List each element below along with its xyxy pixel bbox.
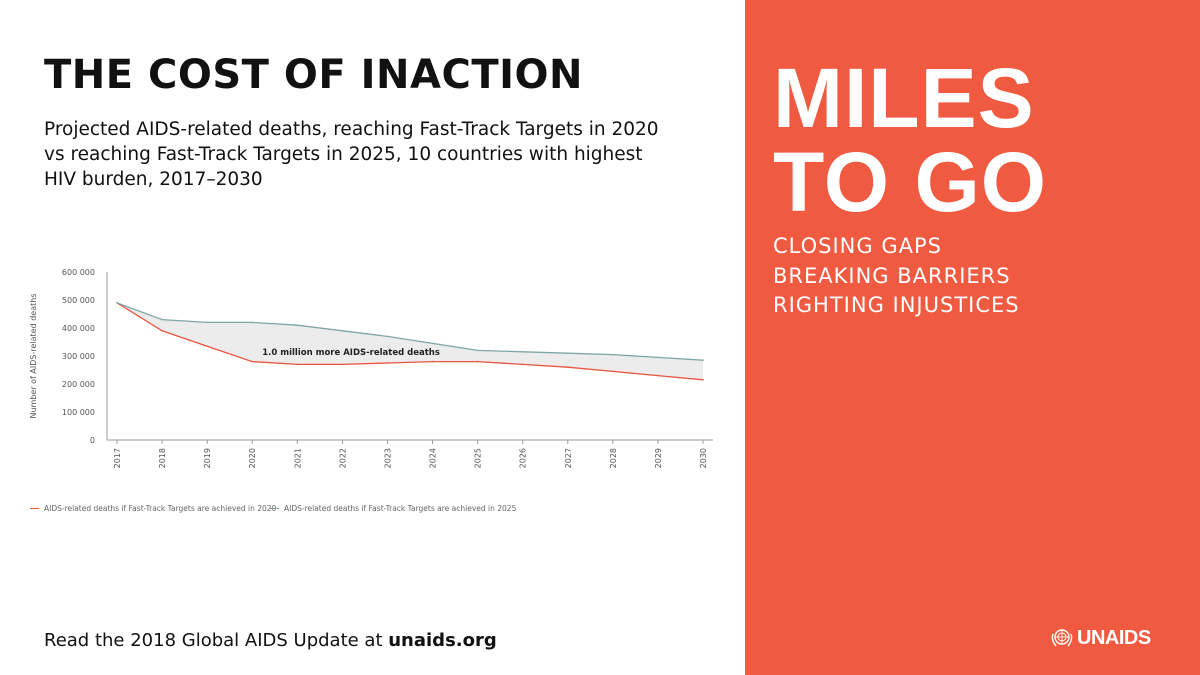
data-point-2020	[612, 370, 614, 373]
miles-to-go-banner: MILES TO GO CLOSING GAPS BREAKING BARRIE…	[745, 0, 1200, 675]
data-point-2025	[431, 342, 434, 345]
un-emblem-icon	[1051, 629, 1073, 647]
x-tick-label: 2029	[654, 448, 663, 468]
y-tick-label: 200 000	[62, 380, 95, 389]
logo-wordmark: UNAIDS	[1077, 626, 1151, 649]
x-tick-label: 2030	[699, 448, 708, 468]
gap-area	[117, 302, 703, 380]
data-point-2025	[657, 356, 659, 359]
tagline-3: RIGHTING INJUSTICES	[773, 293, 1020, 317]
unaids-link[interactable]: unaids.org	[388, 630, 497, 651]
x-tick-label: 2021	[293, 448, 302, 468]
data-point-2020	[476, 360, 479, 363]
data-point-2020	[386, 362, 389, 364]
series-line-2020	[116, 302, 704, 381]
data-point-2020	[341, 363, 344, 366]
campaign-title-line-1: MILES	[773, 51, 1035, 145]
data-point-2025	[161, 318, 163, 321]
tagline-2: BREAKING BARRIERS	[773, 263, 1011, 288]
y-tick-label: 600 000	[62, 268, 95, 277]
data-point-2020	[566, 366, 569, 368]
data-point-2025	[476, 349, 479, 352]
x-tick-label: 2028	[609, 448, 618, 468]
data-point-2020	[296, 363, 299, 366]
data-point-2020	[251, 360, 254, 363]
legend-label-2025: AIDS-related deaths if Fast-Track Target…	[284, 503, 517, 513]
legend-item-2025: AIDS-related deaths if Fast-Track Target…	[270, 501, 516, 515]
data-point-2025	[206, 321, 208, 324]
legend-swatch-2025	[270, 507, 279, 509]
data-point-2020	[702, 379, 704, 381]
x-tick-label: 2019	[203, 448, 212, 468]
campaign-title-line-2: TO GO	[773, 135, 1048, 229]
x-tick-label: 2023	[383, 448, 392, 468]
y-tick-label: 400 000	[62, 324, 95, 333]
chart-annotation: 1.0 million more AIDS-related deaths	[262, 348, 440, 358]
x-tick-label: 2020	[248, 448, 257, 468]
left-panel: THE COST OF INACTION Projected AIDS-rela…	[29, 52, 713, 651]
tagline-1: CLOSING GAPS	[773, 234, 942, 258]
x-tick-label: 2026	[519, 448, 528, 468]
x-tick-label: 2027	[564, 448, 573, 468]
data-point-2020	[521, 363, 524, 366]
x-tick-label: 2022	[338, 448, 347, 468]
line-chart: 0 100 000 200 000 300 000 400 000 500 000 600 …	[29, 268, 713, 468]
data-point-2020	[161, 330, 163, 332]
data-point-2025	[296, 324, 299, 326]
legend-label-2020: AIDS-related deaths if Fast-Track Target…	[44, 503, 277, 513]
data-point-2025	[521, 351, 524, 353]
y-axis-label: Number of AIDS-related deaths	[29, 293, 38, 418]
y-tick-label: 0	[90, 436, 95, 445]
x-tick-label: 2017	[113, 448, 122, 468]
data-point-2025	[612, 353, 614, 356]
data-point-2025	[116, 302, 118, 304]
data-point-2020	[657, 374, 659, 377]
campaign-title: MILES TO GO	[773, 56, 1047, 224]
y-tick-label: 500 000	[62, 296, 95, 305]
x-tick-label: 2018	[158, 448, 167, 468]
legend-swatch-2020	[30, 507, 39, 509]
data-point-2020	[206, 345, 208, 347]
data-point-2025	[251, 321, 254, 324]
data-point-2020	[431, 360, 434, 363]
footer-prefix: Read the 2018 Global AIDS Update at	[44, 630, 389, 651]
chart-subtitle: Projected AIDS-related deaths, reaching …	[44, 119, 659, 190]
series-line-2025	[116, 302, 704, 361]
legend-item-2020: AIDS-related deaths if Fast-Track Target…	[30, 501, 276, 515]
unaids-logo: UNAIDS	[1050, 626, 1151, 650]
campaign-taglines: CLOSING GAPS BREAKING BARRIERS RIGHTING …	[773, 232, 1020, 321]
page-title: THE COST OF INACTION	[44, 52, 583, 98]
x-tick-label: 2024	[429, 448, 438, 468]
data-point-2025	[566, 352, 569, 354]
data-point-2025	[702, 359, 704, 361]
y-tick-label: 100 000	[62, 408, 95, 417]
y-tick-label: 300 000	[62, 352, 95, 361]
x-tick-label: 2025	[474, 448, 483, 468]
footer-text: Read the 2018 Global AIDS Update at unai…	[44, 630, 497, 651]
data-point-2025	[341, 330, 344, 332]
data-point-2025	[386, 335, 389, 338]
